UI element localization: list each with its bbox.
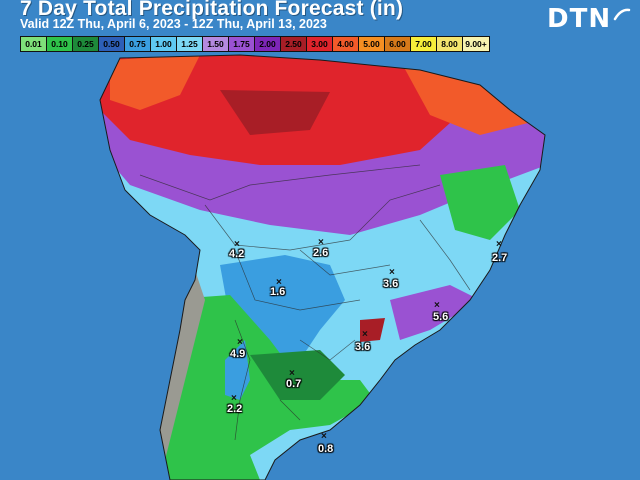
amount-label: 2.6 bbox=[313, 247, 329, 259]
amount-label: 0.7 bbox=[286, 378, 302, 390]
amount-label: 4.9 bbox=[230, 348, 246, 360]
amount-label: 5.6 bbox=[433, 311, 449, 323]
amount-label: 1.6 bbox=[270, 286, 286, 298]
map-title: 7 Day Total Precipitation Forecast (in) bbox=[20, 0, 404, 20]
legend-item: 2.00 bbox=[255, 37, 281, 51]
amount-label: 3.6 bbox=[383, 278, 399, 290]
legend-item: 2.50 bbox=[281, 37, 307, 51]
location-marker-icon: × bbox=[231, 393, 237, 404]
legend-item: 6.00 bbox=[385, 37, 411, 51]
location-marker-icon: × bbox=[289, 368, 295, 379]
precipitation-legend: 0.01 0.10 0.25 0.50 0.75 1.00 1.25 1.50 … bbox=[20, 36, 490, 52]
logo-text: DTN bbox=[547, 4, 612, 34]
location-marker-icon: × bbox=[434, 300, 440, 311]
location-marker-icon: × bbox=[318, 237, 324, 248]
legend-item: 0.10 bbox=[47, 37, 73, 51]
location-marker-icon: × bbox=[234, 239, 240, 250]
legend-item: 1.00 bbox=[151, 37, 177, 51]
amount-label: 2.2 bbox=[227, 403, 243, 415]
legend-item: 1.50 bbox=[203, 37, 229, 51]
legend-item: 0.25 bbox=[73, 37, 99, 51]
legend-item: 1.25 bbox=[177, 37, 203, 51]
legend-item: 3.00 bbox=[307, 37, 333, 51]
legend-item: 0.75 bbox=[125, 37, 151, 51]
swoosh-icon bbox=[613, 8, 631, 21]
legend-item: 0.01 bbox=[21, 37, 47, 51]
amount-label: 4.2 bbox=[229, 248, 245, 260]
legend-item: 0.50 bbox=[99, 37, 125, 51]
amount-label: 2.7 bbox=[492, 252, 508, 264]
location-marker-icon: × bbox=[276, 277, 282, 288]
valid-period: Valid 12Z Thu, April 6, 2023 - 12Z Thu, … bbox=[20, 17, 327, 31]
legend-item: 1.75 bbox=[229, 37, 255, 51]
legend-item: 8.00 bbox=[437, 37, 463, 51]
amount-label: 3.6 bbox=[355, 341, 371, 353]
legend-item: 4.00 bbox=[333, 37, 359, 51]
legend-item: 5.00 bbox=[359, 37, 385, 51]
location-marker-icon: × bbox=[237, 337, 243, 348]
legend-item: 9.00+ bbox=[463, 37, 489, 51]
location-marker-icon: × bbox=[362, 329, 368, 340]
amount-label: 0.8 bbox=[318, 443, 334, 455]
legend-item: 7.00 bbox=[411, 37, 437, 51]
location-marker-icon: × bbox=[321, 431, 327, 442]
dtn-logo: DTN bbox=[547, 4, 631, 34]
location-marker-icon: × bbox=[389, 267, 395, 278]
location-marker-icon: × bbox=[496, 239, 502, 250]
